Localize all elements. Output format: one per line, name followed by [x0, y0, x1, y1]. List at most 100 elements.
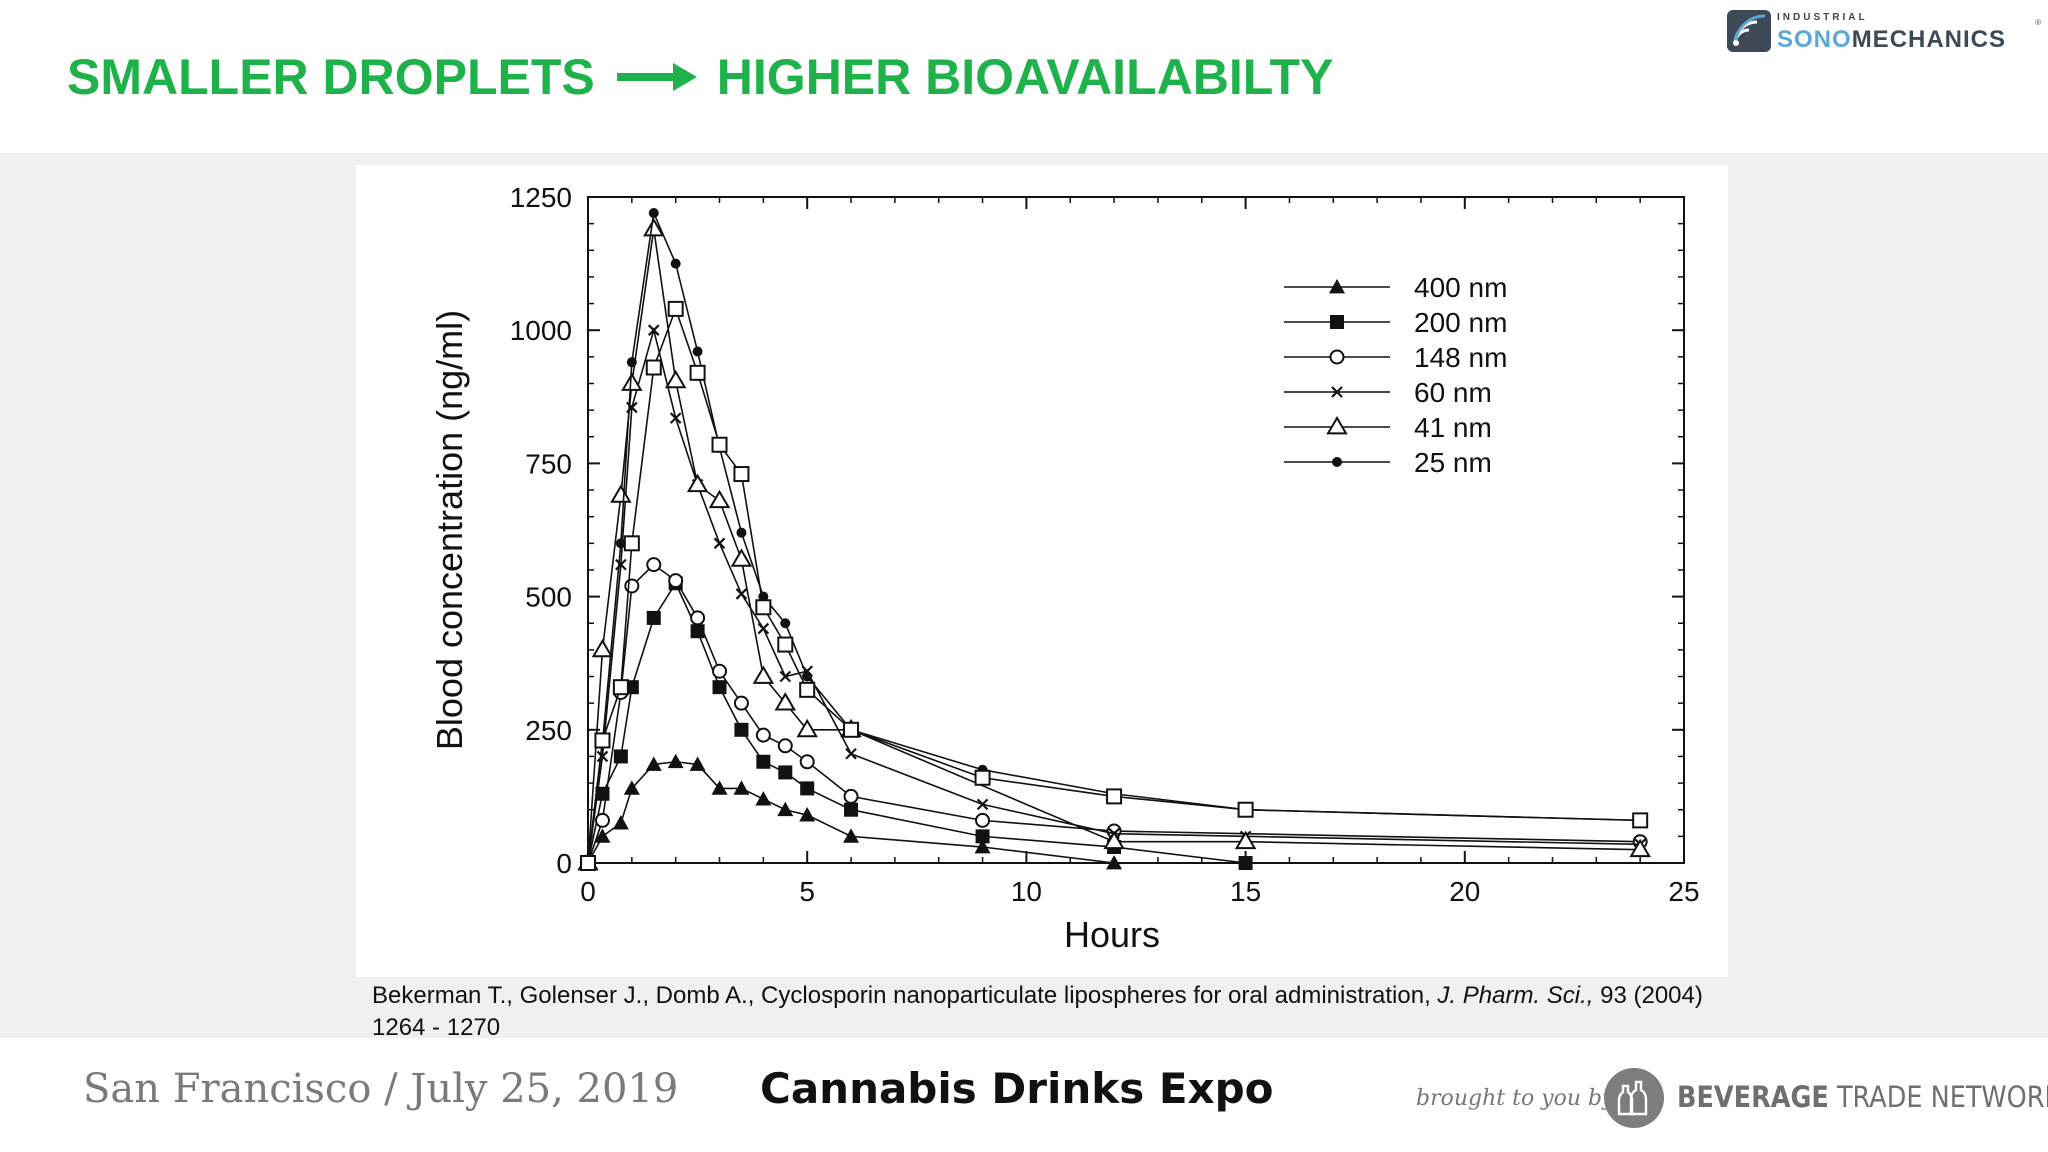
- data-point: [733, 780, 750, 795]
- data-point: [667, 753, 684, 769]
- data-point: [623, 780, 640, 795]
- data-point: [774, 692, 797, 711]
- header: SMALLER DROPLETS HIGHER BIOAVAILABILTY I…: [0, 0, 2048, 153]
- cross-stroke: [647, 324, 660, 336]
- x-tick-label: 20: [1449, 876, 1480, 907]
- series-line: [587, 563, 1641, 864]
- cross-stroke: [1331, 386, 1343, 398]
- x-tick-label: 15: [1230, 876, 1261, 907]
- series-layer: [577, 207, 1651, 871]
- data-point: [844, 802, 859, 817]
- data-point: [796, 718, 818, 738]
- data-point: [612, 815, 629, 830]
- data-point: [730, 548, 753, 567]
- data-point: [623, 535, 640, 552]
- data-point: [780, 618, 791, 629]
- data-point: [757, 622, 770, 635]
- y-tick-label: 0: [556, 848, 572, 879]
- logo-name: SONOMECHANICS: [1777, 26, 2006, 54]
- legend-item: 41 nm: [1284, 412, 1492, 443]
- data-point: [1106, 788, 1123, 805]
- cross-stroke: [669, 412, 682, 424]
- data-point: [777, 801, 794, 817]
- sonomechanics-logo: INDUSTRIAL SONOMECHANICS ®: [1725, 6, 2045, 56]
- y-tick-label: 1000: [510, 315, 572, 346]
- location-date: San Francisco / July 25, 2019: [83, 1066, 679, 1112]
- series-200-nm: [581, 576, 1253, 870]
- series-148-nm: [580, 557, 1648, 871]
- chart-panel: 0 5 10 15 20 25 0 250 500 750 1000 1250 400 nm 200 n…: [356, 165, 1728, 977]
- data-point: [591, 638, 614, 658]
- data-point: [802, 671, 813, 682]
- citation-volume: 93 (2004) 1264 - 1270: [372, 982, 1703, 1041]
- event-name: Cannabis Drinks Expo: [760, 1064, 1274, 1113]
- legend-marker: [1329, 349, 1345, 365]
- data-point: [1629, 838, 1651, 858]
- x-tick-label: 10: [1011, 876, 1042, 907]
- data-point: [755, 791, 772, 806]
- data-point: [777, 738, 793, 754]
- data-point: [845, 747, 857, 760]
- legend-marker: [1331, 386, 1343, 398]
- citation-authors: Bekerman T., Golenser J., Domb A., Cyclo…: [372, 982, 1438, 1009]
- series-line: [587, 581, 1246, 864]
- legend-marker: [1329, 279, 1345, 294]
- data-point: [976, 798, 989, 811]
- data-point: [645, 756, 662, 771]
- data-point: [777, 636, 794, 653]
- data-point: [733, 466, 750, 483]
- sponsor-name-rest: TRADE NETWORK: [1828, 1080, 2048, 1114]
- legend-item: 25 nm: [1284, 447, 1492, 478]
- y-tick-label: 500: [525, 582, 572, 613]
- data-point: [594, 812, 610, 828]
- data-point: [689, 364, 706, 381]
- legend-marker: [1330, 315, 1344, 329]
- data-point: [712, 663, 728, 679]
- right-arrow-icon: [616, 63, 697, 91]
- data-point: [668, 573, 684, 589]
- data-point: [646, 610, 661, 625]
- legend-marker: [1332, 457, 1342, 467]
- cross-stroke: [596, 750, 609, 763]
- logo-name-part2: MECHANICS: [1851, 26, 2007, 53]
- data-point: [975, 829, 990, 844]
- data-point: [615, 538, 626, 549]
- data-point: [647, 324, 660, 336]
- legend-item: 400 nm: [1284, 272, 1507, 303]
- cross-stroke: [779, 670, 792, 683]
- data-point: [596, 750, 609, 763]
- data-point: [1106, 855, 1123, 870]
- data-point: [670, 258, 681, 269]
- cross-stroke: [735, 588, 748, 600]
- data-point: [843, 828, 860, 843]
- data-point: [624, 578, 640, 594]
- data-point: [613, 749, 628, 764]
- data-point: [974, 839, 991, 854]
- title-left: SMALLER DROPLETS: [67, 49, 595, 105]
- legend-label: 200 nm: [1414, 307, 1507, 338]
- data-point: [779, 670, 792, 683]
- x-tick-label: 0: [580, 876, 596, 907]
- y-tick-label: 250: [525, 715, 572, 746]
- data-point: [708, 489, 731, 509]
- data-point: [733, 695, 749, 711]
- data-point: [843, 788, 859, 804]
- sponsor-name: BEVERAGE TRADE NETWORK: [1677, 1080, 2048, 1114]
- data-point: [800, 781, 815, 796]
- footer: [0, 1038, 2048, 1152]
- data-point: [799, 807, 816, 822]
- y-tick-label: 1250: [510, 182, 572, 213]
- bottles-icon: [1604, 1068, 1664, 1128]
- registered-mark: ®: [2035, 18, 2041, 27]
- data-point: [843, 721, 860, 738]
- data-point: [735, 588, 748, 600]
- citation-journal: J. Pharm. Sci.,: [1437, 982, 1594, 1009]
- data-point: [594, 828, 611, 843]
- data-point: [689, 756, 706, 771]
- data-point: [1103, 830, 1125, 850]
- data-point: [648, 207, 659, 218]
- x-axis-label: Hours: [1064, 914, 1160, 955]
- data-point: [711, 436, 728, 453]
- data-point: [734, 722, 749, 737]
